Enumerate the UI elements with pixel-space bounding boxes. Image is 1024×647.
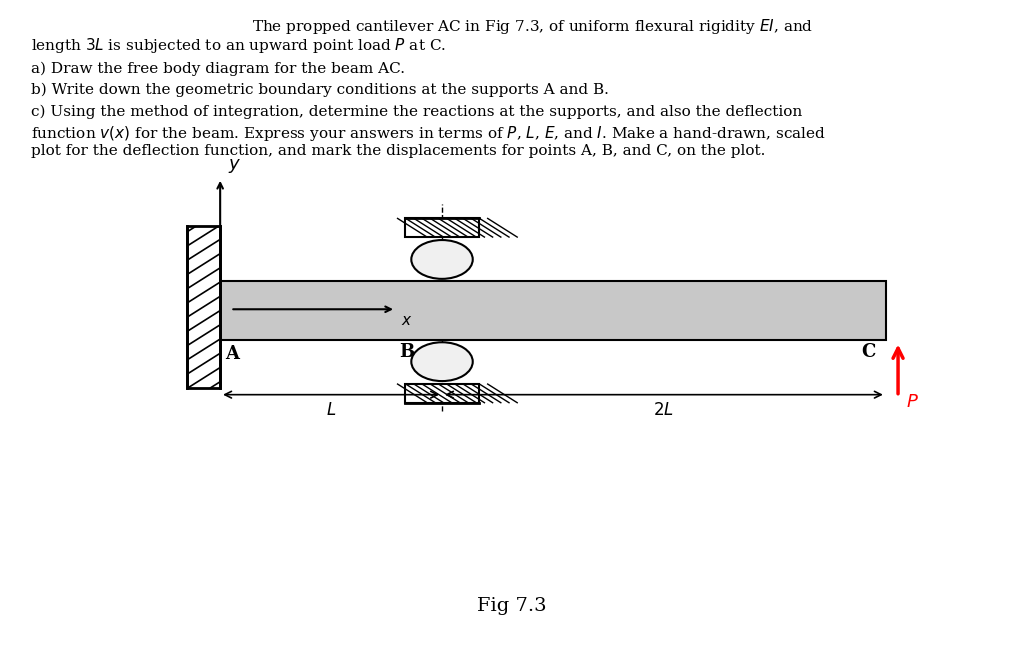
Text: c) Using the method of integration, determine the reactions at the supports, and: c) Using the method of integration, dete… [31, 104, 802, 118]
Circle shape [412, 240, 473, 279]
Text: $2L$: $2L$ [653, 402, 675, 419]
Text: The propped cantilever AC in Fig 7.3, of uniform flexural rigidity $EI$, and: The propped cantilever AC in Fig 7.3, of… [252, 17, 813, 36]
Text: Fig 7.3: Fig 7.3 [477, 597, 547, 615]
Text: $x$: $x$ [401, 314, 413, 328]
Text: b) Write down the geometric boundary conditions at the supports A and B.: b) Write down the geometric boundary con… [31, 83, 608, 97]
Text: $y$: $y$ [228, 157, 242, 175]
Text: A: A [225, 345, 240, 363]
Text: $P$: $P$ [906, 393, 920, 411]
Bar [220, 281, 886, 340]
Text: $L$: $L$ [326, 402, 336, 419]
Text: function $v(x)$ for the beam. Express your answers in terms of $P$, $L$, $E$, an: function $v(x)$ for the beam. Express yo… [31, 124, 825, 143]
Bar [406, 384, 479, 403]
Circle shape [412, 342, 473, 381]
Text: length $3L$ is subjected to an upward point load $P$ at C.: length $3L$ is subjected to an upward po… [31, 36, 445, 54]
Text: a) Draw the free body diagram for the beam AC.: a) Draw the free body diagram for the be… [31, 61, 404, 76]
Bar [187, 226, 220, 388]
Bar [406, 218, 479, 237]
Text: B: B [399, 343, 415, 361]
Text: plot for the deflection function, and mark the displacements for points A, B, an: plot for the deflection function, and ma… [31, 144, 765, 159]
Text: C: C [861, 343, 876, 361]
